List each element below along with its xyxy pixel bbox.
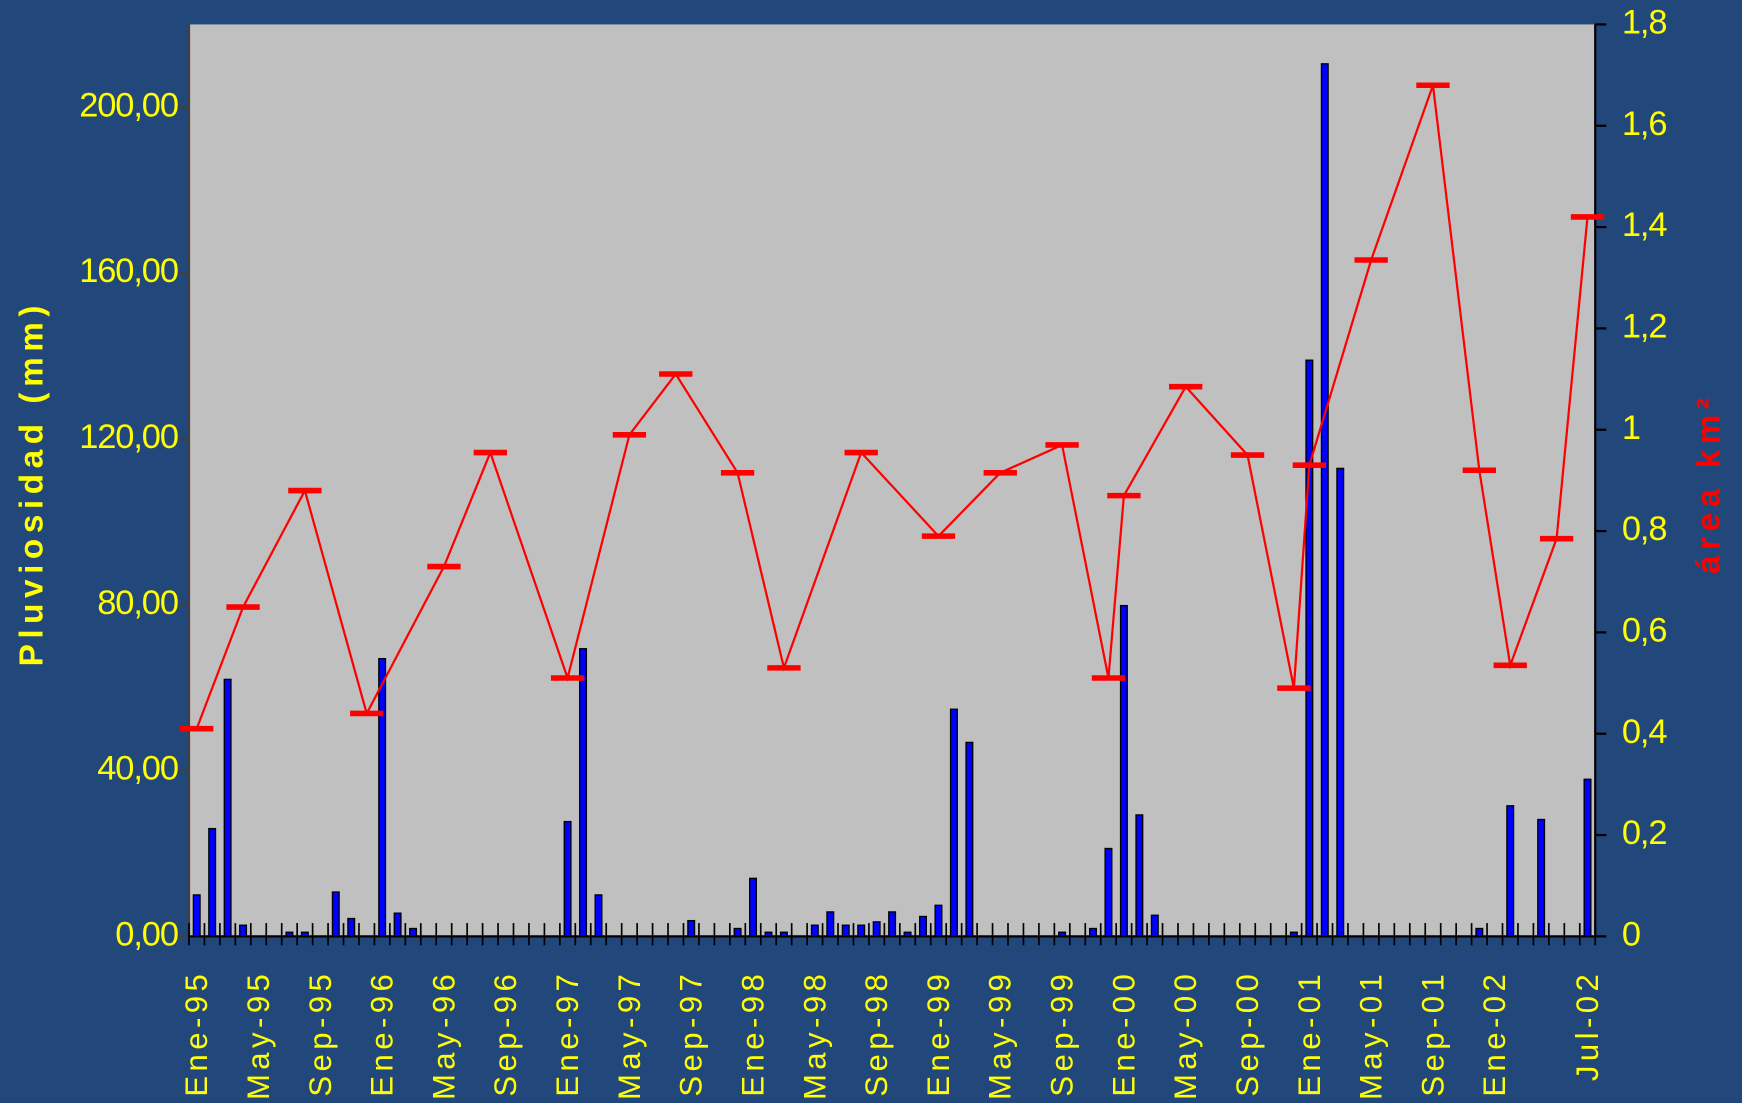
- x-tick-label: Sep-97: [674, 970, 709, 1097]
- x-tick-label: Ene-97: [550, 970, 585, 1097]
- x-tick-label: May-97: [612, 970, 647, 1100]
- x-tick-label: Ene-95: [179, 970, 214, 1097]
- x-tick-label: Sep-95: [303, 970, 338, 1097]
- bar: [378, 657, 387, 938]
- bar: [919, 915, 928, 938]
- x-tick-label: Sep-98: [859, 970, 894, 1097]
- bar: [826, 911, 835, 938]
- y-tick-label: 80,00: [97, 584, 178, 622]
- bar: [1305, 359, 1314, 938]
- bar: [903, 931, 912, 938]
- bar: [1119, 604, 1128, 938]
- y2-tick-label: 1,4: [1622, 206, 1667, 244]
- bar: [239, 924, 248, 938]
- bar: [579, 648, 588, 938]
- bar: [409, 927, 418, 938]
- x-tick-label: Ene-02: [1477, 970, 1512, 1097]
- bar: [749, 877, 758, 938]
- bar: [857, 924, 866, 938]
- y2-tick-label: 0,4: [1622, 713, 1667, 751]
- x-tick-label: May-01: [1354, 970, 1389, 1100]
- bar: [779, 931, 788, 938]
- x-tick-label: Ene-98: [735, 970, 770, 1097]
- x-tick-label: May-98: [797, 970, 832, 1100]
- bar: [1320, 63, 1329, 938]
- bar: [872, 921, 881, 938]
- bar: [1104, 847, 1113, 938]
- y-tick-label: 160,00: [79, 252, 178, 290]
- bar: [965, 741, 974, 938]
- bar: [1537, 818, 1546, 938]
- bar: [1135, 814, 1144, 938]
- bar: [223, 678, 232, 938]
- bar: [1289, 931, 1298, 938]
- bar: [888, 911, 897, 938]
- x-tick-label: May-96: [426, 970, 461, 1100]
- x-tick-label: Ene-96: [365, 970, 400, 1097]
- bar: [1506, 805, 1515, 938]
- bar: [347, 917, 356, 938]
- y-axis-label: Pluviosidad (mm): [13, 300, 50, 667]
- x-tick-label: Jul-02: [1570, 970, 1605, 1081]
- bar: [934, 904, 943, 938]
- plot-area: [188, 24, 1596, 937]
- x-tick-label: Ene-01: [1292, 970, 1327, 1097]
- bar: [841, 924, 850, 938]
- x-tick-label: May-95: [241, 970, 276, 1100]
- bar: [1336, 467, 1345, 938]
- bar: [764, 931, 773, 938]
- y-tick-label: 120,00: [79, 418, 178, 456]
- bar: [563, 820, 572, 938]
- bar: [331, 891, 340, 938]
- bar: [208, 827, 217, 938]
- x-tick-label: Sep-00: [1230, 970, 1265, 1097]
- x-tick-label: May-00: [1168, 970, 1203, 1100]
- y2-tick-label: 1,8: [1622, 4, 1667, 42]
- y2-tick-label: 0,6: [1622, 611, 1667, 649]
- bar: [393, 912, 402, 938]
- bar: [687, 919, 696, 938]
- x-tick-label: May-99: [983, 970, 1018, 1100]
- bar: [594, 894, 603, 938]
- bar: [192, 894, 201, 938]
- y2-axis-label: área km²: [1691, 392, 1728, 573]
- y2-tick-label: 1,2: [1622, 308, 1667, 346]
- y2-tick-label: 1: [1622, 409, 1640, 447]
- y-tick-label: 0,00: [115, 915, 178, 953]
- x-tick-label: Sep-96: [488, 970, 523, 1097]
- x-tick-label: Sep-99: [1045, 970, 1080, 1097]
- x-tick-label: Ene-99: [921, 970, 956, 1097]
- bar: [1475, 927, 1484, 938]
- x-tick-label: Ene-00: [1106, 970, 1141, 1097]
- bar: [285, 931, 294, 938]
- bar: [733, 927, 742, 938]
- y2-tick-label: 1,6: [1622, 105, 1667, 143]
- bar: [1088, 927, 1097, 938]
- y2-tick-label: 0,2: [1622, 814, 1667, 852]
- bar: [1058, 931, 1067, 938]
- bar: [810, 924, 819, 938]
- x-tick-label: Sep-01: [1415, 970, 1450, 1097]
- y2-tick-label: 0: [1622, 915, 1640, 953]
- bar: [949, 708, 958, 938]
- y-tick-label: 40,00: [97, 750, 178, 788]
- bar: [300, 931, 309, 938]
- bar: [1583, 778, 1592, 938]
- y-tick-label: 200,00: [79, 86, 178, 124]
- bar: [1150, 914, 1159, 938]
- y2-tick-label: 0,8: [1622, 510, 1667, 548]
